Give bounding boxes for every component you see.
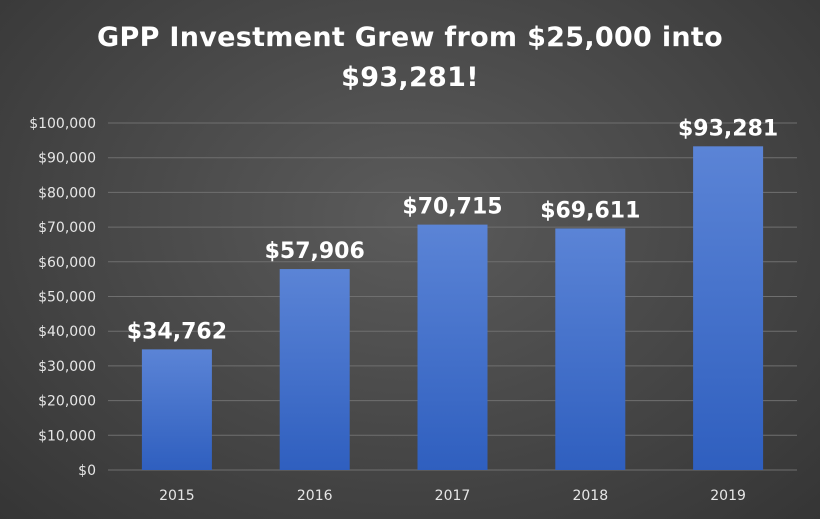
y-tick-label: $70,000 <box>38 220 96 236</box>
data-label: $69,611 <box>540 198 640 223</box>
data-label: $93,281 <box>678 116 778 141</box>
bar-2015 <box>141 349 212 470</box>
x-axis-ticks: 2015 2016 2017 2018 2019 <box>159 488 746 504</box>
y-tick-label: $80,000 <box>38 185 96 201</box>
x-tick-label: 2019 <box>710 488 746 504</box>
y-tick-label: $10,000 <box>38 428 96 444</box>
bar-2016 <box>279 269 350 470</box>
y-tick-label: $40,000 <box>38 324 96 340</box>
bar-2019 <box>693 146 764 470</box>
y-tick-label: $100,000 <box>29 116 96 132</box>
x-tick-label: 2017 <box>435 488 471 504</box>
y-tick-label: $60,000 <box>38 255 96 271</box>
y-tick-label: $20,000 <box>38 394 96 410</box>
bars <box>141 146 764 470</box>
bar-2017 <box>417 224 488 470</box>
y-tick-label: $0 <box>78 463 96 479</box>
x-tick-label: 2015 <box>159 488 195 504</box>
data-labels: $34,762 $57,906 $70,715 $69,611 $93,281 <box>127 116 778 344</box>
y-tick-label: $30,000 <box>38 359 96 375</box>
bar-2018 <box>555 228 626 470</box>
y-axis-ticks: $0 $10,000 $20,000 $30,000 $40,000 $50,000 $60… <box>29 116 96 479</box>
x-tick-label: 2018 <box>572 488 608 504</box>
data-label: $70,715 <box>402 195 502 220</box>
data-label: $57,906 <box>265 239 365 264</box>
data-label: $34,762 <box>127 319 227 344</box>
y-tick-label: $50,000 <box>38 290 96 306</box>
x-tick-label: 2016 <box>297 488 333 504</box>
chart-title: GPP Investment Grew from $25,000 into $9… <box>97 22 723 93</box>
y-tick-label: $90,000 <box>38 151 96 167</box>
